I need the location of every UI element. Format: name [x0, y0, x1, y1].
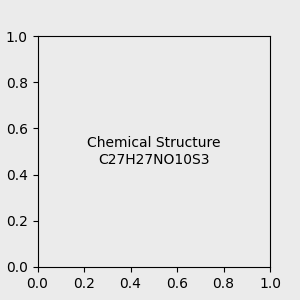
Text: Chemical Structure
C27H27NO10S3: Chemical Structure C27H27NO10S3 — [87, 136, 220, 166]
